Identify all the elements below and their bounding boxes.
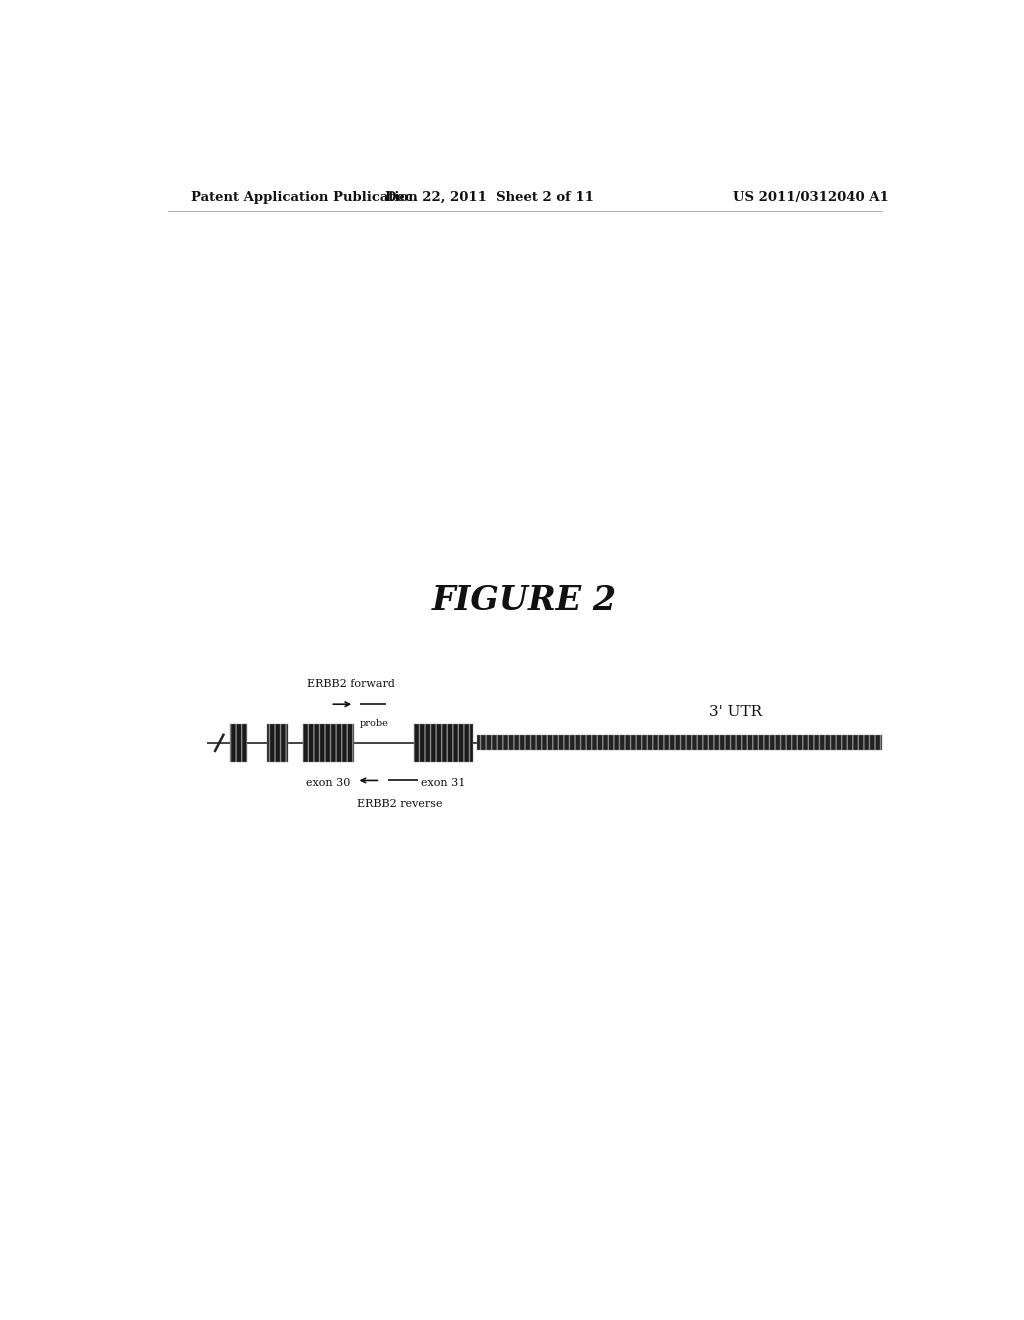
Text: exon 30: exon 30	[306, 779, 350, 788]
Bar	[267, 723, 288, 762]
Text: US 2011/0312040 A1: US 2011/0312040 A1	[732, 190, 889, 203]
Bar	[477, 735, 882, 751]
Bar	[414, 723, 473, 762]
Text: exon 31: exon 31	[421, 779, 466, 788]
Text: probe: probe	[359, 719, 388, 729]
Text: Dec. 22, 2011  Sheet 2 of 11: Dec. 22, 2011 Sheet 2 of 11	[385, 190, 594, 203]
Bar	[303, 723, 354, 762]
Text: ERBB2 forward: ERBB2 forward	[306, 678, 394, 689]
Bar	[303, 723, 354, 762]
Text: ERBB2 reverse: ERBB2 reverse	[356, 799, 442, 809]
Bar	[229, 723, 247, 762]
Text: FIGURE 2: FIGURE 2	[432, 583, 617, 616]
Bar	[229, 723, 247, 762]
Bar	[477, 735, 882, 751]
Bar	[414, 723, 473, 762]
Text: 3' UTR: 3' UTR	[709, 705, 762, 719]
Bar	[267, 723, 288, 762]
Text: Patent Application Publication: Patent Application Publication	[191, 190, 418, 203]
